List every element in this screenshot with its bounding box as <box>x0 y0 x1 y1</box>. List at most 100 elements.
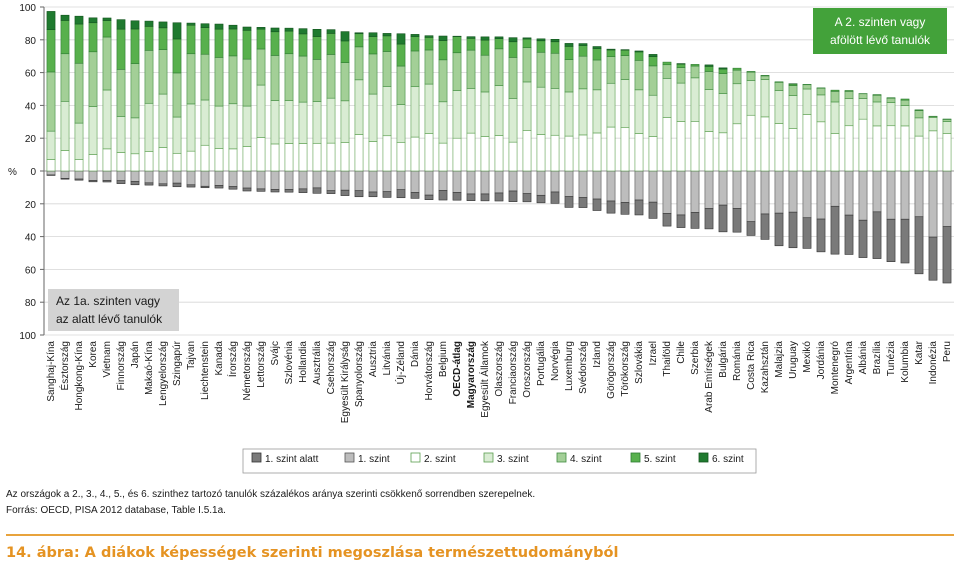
bar-level-3 <box>816 94 826 123</box>
bar-below-level-1 <box>480 193 490 202</box>
bar-level-3 <box>214 105 224 149</box>
bar-level-5 <box>340 40 350 63</box>
bar-below-level-1 <box>760 213 770 240</box>
bar-level-6 <box>508 37 518 43</box>
legend-label: 1. szint <box>358 454 390 465</box>
bar-level-2 <box>900 125 910 172</box>
bar-level-1 <box>662 170 672 214</box>
bar-level-1 <box>410 170 420 193</box>
bar-level-5 <box>284 30 294 55</box>
bar-level-3 <box>578 88 588 136</box>
bar-level-1 <box>900 170 910 220</box>
bar-level-1 <box>508 170 518 192</box>
bar-level-5 <box>746 71 756 73</box>
bar-level-1 <box>620 170 630 203</box>
bar-level-5 <box>298 33 308 57</box>
bar-level-1 <box>130 170 140 182</box>
bar-level-6 <box>74 15 84 25</box>
bar-level-3 <box>382 86 392 137</box>
bar-level-2 <box>928 130 938 172</box>
bar-level-1 <box>396 170 406 190</box>
bar-level-5 <box>676 63 686 68</box>
bar-below-level-1 <box>746 221 756 236</box>
bar-level-3 <box>606 82 616 128</box>
legend-swatch <box>483 452 494 463</box>
legend-swatch <box>698 452 709 463</box>
bar-level-1 <box>452 170 462 193</box>
bar-level-6 <box>200 23 210 28</box>
x-category-label: Katar <box>914 340 925 365</box>
x-category-label: Törökország <box>620 341 631 397</box>
bar-level-1 <box>550 170 560 193</box>
bar-level-1 <box>564 170 574 197</box>
bar-level-4 <box>172 72 182 118</box>
bar-level-1 <box>270 170 280 190</box>
bar-level-2 <box>270 143 280 172</box>
bar-level-3 <box>298 101 308 144</box>
y-tick-label: 80 <box>25 298 37 309</box>
x-category-label: Mexikó <box>802 341 813 373</box>
bar-level-1 <box>760 170 770 215</box>
x-category-label: Hollandia <box>298 341 309 383</box>
bar-level-6 <box>284 27 294 32</box>
bar-level-6 <box>410 34 420 37</box>
bar-below-level-1 <box>592 198 602 211</box>
bar-level-3 <box>46 130 56 160</box>
bar-level-2 <box>536 134 546 172</box>
bar-level-1 <box>256 170 266 190</box>
bar-below-level-1 <box>522 193 532 203</box>
bar-level-4 <box>620 55 630 80</box>
bar-level-3 <box>452 90 462 139</box>
bar-level-3 <box>242 105 252 147</box>
bar-level-4 <box>914 110 924 119</box>
bar-level-2 <box>200 144 210 172</box>
bar-below-level-1 <box>872 211 882 259</box>
bar-level-2 <box>942 133 952 172</box>
bar-below-level-1 <box>508 190 518 202</box>
bar-level-5 <box>186 24 196 55</box>
x-category-label: Bulgária <box>718 341 729 378</box>
x-category-label: Ausztria <box>368 341 379 378</box>
bar-level-4 <box>522 47 532 83</box>
bar-below-level-1 <box>396 189 406 199</box>
x-category-label: Indonézia <box>928 341 939 385</box>
bar-level-6 <box>270 27 280 33</box>
bar-level-5 <box>214 28 224 58</box>
bar-level-4 <box>886 97 896 103</box>
bar-level-5 <box>634 51 644 61</box>
bar-level-1 <box>704 170 714 209</box>
bar-level-4 <box>46 71 56 132</box>
bar-level-3 <box>690 77 700 122</box>
x-category-label: Izland <box>592 341 603 368</box>
legend-label: 5. szint <box>644 454 676 465</box>
bar-level-6 <box>550 39 560 43</box>
bar-level-3 <box>914 117 924 137</box>
x-category-label: Franciaország <box>508 341 519 404</box>
bar-level-4 <box>284 53 294 101</box>
x-category-label: Oroszország <box>522 341 533 398</box>
legend-label: 2. szint <box>424 454 456 465</box>
bar-level-1 <box>116 170 126 181</box>
bar-level-4 <box>354 46 364 81</box>
x-category-label: Japán <box>130 341 141 368</box>
bar-level-1 <box>158 170 168 185</box>
bar-level-2 <box>144 151 154 172</box>
bar-below-level-1 <box>214 185 224 189</box>
bar-level-5 <box>158 27 168 50</box>
x-category-label: Spanyolország <box>354 341 365 407</box>
bar-level-6 <box>522 37 532 40</box>
bar-level-1 <box>46 170 56 176</box>
bar-below-level-1 <box>606 200 616 214</box>
bar-below-level-1 <box>914 216 924 275</box>
title-divider <box>6 534 954 536</box>
bar-level-6 <box>564 43 574 47</box>
bar-level-2 <box>312 142 322 172</box>
y-tick-label: 100 <box>19 3 36 14</box>
bar-level-2 <box>410 136 420 172</box>
bar-level-2 <box>816 121 826 172</box>
bar-level-5 <box>606 49 616 57</box>
bar-level-6 <box>46 11 56 30</box>
bar-below-level-1 <box>298 188 308 193</box>
y-tick-label: 40 <box>25 233 37 244</box>
bar-level-1 <box>536 170 546 196</box>
